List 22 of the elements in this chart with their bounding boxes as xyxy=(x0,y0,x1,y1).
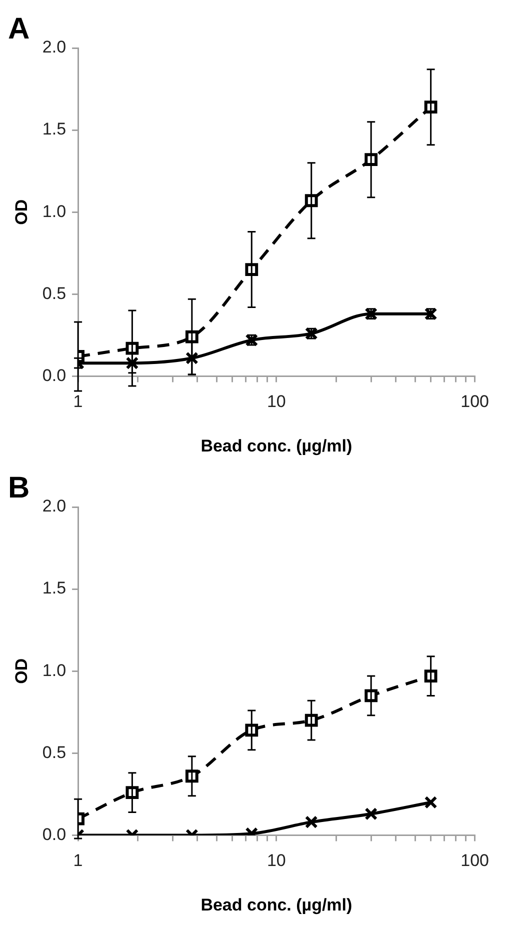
chart-title: B xyxy=(8,471,30,504)
y-axis-title: OD xyxy=(12,658,31,684)
y-tick-label: 1.0 xyxy=(42,660,66,680)
x-tick-label: 100 xyxy=(460,392,490,412)
x-tick-label: 1 xyxy=(73,851,83,870)
x-tick-label: 100 xyxy=(460,851,490,870)
x-tick-label: 10 xyxy=(266,392,286,412)
y-tick-label: 0.0 xyxy=(42,366,66,385)
x-tick-label: 10 xyxy=(266,851,286,870)
y-tick-label: 1.5 xyxy=(42,120,66,139)
y-tick-label: 0.5 xyxy=(42,742,66,762)
y-tick-label: 0.5 xyxy=(42,284,66,303)
x-axis-title: Bead conc. (µg/ml) xyxy=(200,895,352,914)
x-axis-title: Bead conc. (µg/ml) xyxy=(200,436,352,456)
y-tick-label: 2.0 xyxy=(42,496,66,516)
chart-title: A xyxy=(8,12,30,46)
y-tick-label: 1.0 xyxy=(42,202,66,221)
y-axis-title: OD xyxy=(12,199,31,225)
y-tick-label: 1.5 xyxy=(42,578,66,598)
y-tick-label: 0.0 xyxy=(42,824,66,844)
y-tick-label: 2.0 xyxy=(42,38,66,57)
x-tick-label: 1 xyxy=(73,392,83,412)
